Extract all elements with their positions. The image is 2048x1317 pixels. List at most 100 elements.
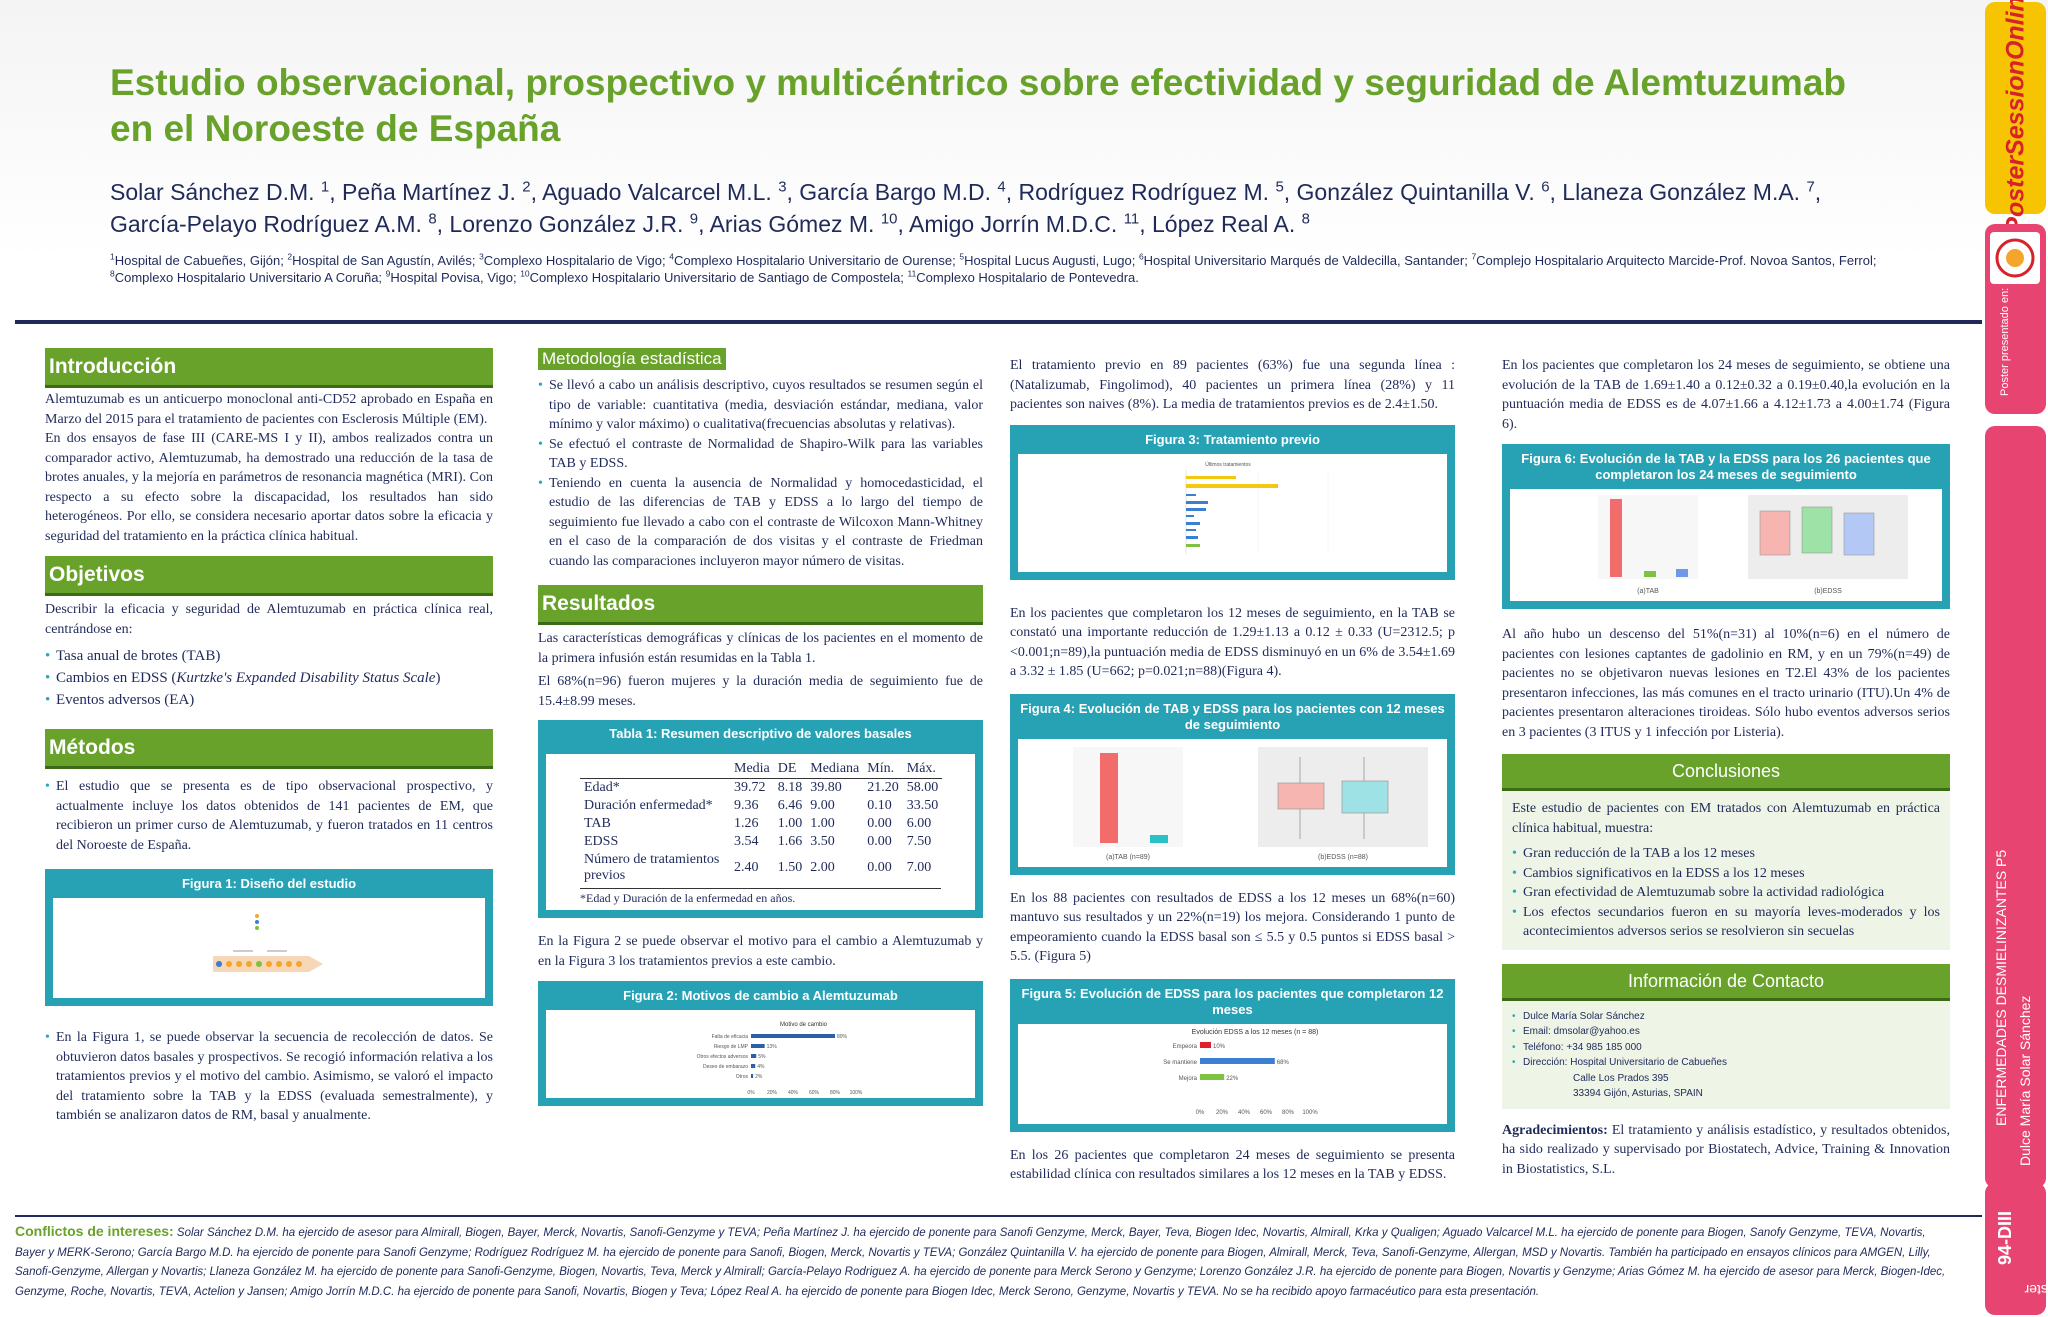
table-cell: 0.00 <box>867 860 892 875</box>
bar <box>1186 521 1200 525</box>
metodologia-list: Se llevó a cabo un análisis descriptivo,… <box>538 376 983 571</box>
table-1: Tabla 1: Resumen descriptivo de valores … <box>538 720 983 918</box>
figure-1: Figura 1: Diseño del estudio <box>45 869 493 1006</box>
author-name: García-Pelayo Rodríguez A.M. <box>110 211 429 237</box>
section-heading-conclusiones: Conclusiones <box>1502 754 1950 791</box>
tick-label: 0% <box>1196 1110 1205 1116</box>
table-1-body: Media DE Mediana Mín. Máx. Edad* 39.72 8.18 39.8… <box>546 754 975 910</box>
table-cell: 39.72 <box>734 780 766 795</box>
table-cell: 0.00 <box>867 834 892 849</box>
box-24m <box>1843 512 1875 556</box>
table-header-cell: Mín. <box>867 761 895 776</box>
box-baseline <box>1277 782 1325 809</box>
conflicts-of-interest: Conflictos de intereses: Solar Sánchez D… <box>15 1222 1950 1302</box>
table-cell: Número de tratamientos previos <box>584 852 720 883</box>
table-row: Número de tratamientos previos 2.40 1.50 2.… <box>580 851 942 885</box>
section-heading-resultados: Resultados <box>538 585 983 625</box>
box-12m <box>1801 506 1833 554</box>
list-item: Email: dmsolar@yahoo.es <box>1512 1024 1940 1040</box>
author-sup: 1 <box>320 178 330 196</box>
conclusiones-intro: Este estudio de pacientes con EM tratado… <box>1512 801 1940 836</box>
author-name: Lorenzo González J.R. <box>449 211 690 237</box>
list-item-text: Cambios en EDSS ( <box>56 670 177 686</box>
resultados-paragraph-3: En la Figura 2 se puede observar el moti… <box>538 934 983 969</box>
affiliation-sup: 8 <box>110 268 115 279</box>
column-4: En los pacientes que completaron los 24 … <box>1502 356 1950 1179</box>
list-item: Se llevó a cabo un análisis descriptivo,… <box>538 376 983 435</box>
bar-24m <box>1676 569 1688 577</box>
brand-text: Poster <box>2024 1282 2048 1298</box>
figure-1-body <box>53 898 485 998</box>
table-cell: 9.00 <box>810 798 835 813</box>
affiliation-sup: 2 <box>287 251 293 262</box>
affiliation-sup: 3 <box>479 251 484 262</box>
affiliation-sup: 11 <box>907 268 917 279</box>
fig3-chart-title: Últimos tratamientos <box>1205 461 1251 468</box>
list-item-italic: Kurtzke's Expanded Disability Status Sca… <box>176 670 436 686</box>
affiliation-text: Hospital de Cabueñes, Gijón; <box>114 253 288 268</box>
header-divider <box>15 320 1982 324</box>
table-cell: 2.40 <box>734 860 759 875</box>
table-header-cell: DE <box>777 761 797 776</box>
bar <box>1200 1041 1211 1048</box>
figure-5-body: Evolución EDSS a los 12 meses (n = 88) Em… <box>1018 1023 1447 1124</box>
poster-code: 94-DIII <box>1995 1210 2015 1265</box>
figure-2: Figura 2: Motivos de cambio a Alemtuzuma… <box>538 981 983 1106</box>
affiliation-text: Complexo Hospitalario Universitario de S… <box>529 270 908 285</box>
coi-label: Conflictos de intereses: <box>15 1223 174 1239</box>
author-sup: 10 <box>880 210 898 228</box>
poster-session-logo[interactable]: PosterSessionOnline <box>1985 0 2046 234</box>
section-heading-metodologia: Metodología estadística <box>538 348 726 370</box>
affiliation-sup: 7 <box>1471 251 1477 262</box>
author-sup: 11 <box>1123 210 1140 228</box>
column-2: Metodología estadística Se llevó a cabo … <box>538 348 983 1106</box>
table-cell: 6.46 <box>777 798 803 813</box>
table-cell: 1.00 <box>810 816 835 831</box>
figure-4-title: Figura 4: Evolución de TAB y EDSS para l… <box>1020 700 1445 732</box>
affiliation-text: Hospital Lucus Augusti, Lugo; <box>964 253 1139 268</box>
author-sup: 8 <box>428 210 437 228</box>
author-name: Amigo Jorrín M.D.C. <box>908 211 1124 237</box>
author-text: Dulce María Solar Sánchez <box>2017 995 2033 1166</box>
category-label: Riesgo de LMP <box>714 1044 749 1050</box>
table-cell: 7.50 <box>906 834 932 849</box>
fig4-caption-b: (b)EDSS (n=88) <box>1318 854 1368 861</box>
author-name: Peña Martínez J. <box>342 179 523 205</box>
conclusiones-list: Gran reducción de la TAB a los 12 mesesC… <box>1512 844 1940 942</box>
bar <box>1186 507 1206 511</box>
author-name: Llaneza González M.A. <box>1562 179 1807 205</box>
author-sup: 6 <box>1541 178 1550 196</box>
address-line: 33394 Gijón, Asturias, SPAIN <box>1573 1087 1703 1099</box>
table-cell: 1.00 <box>777 816 803 831</box>
table-cell: EDSS <box>584 834 619 849</box>
table-header-row: Media DE Mediana Mín. Máx. <box>580 760 943 779</box>
author-name: Solar Sánchez D.M. <box>110 179 321 205</box>
bar <box>1186 535 1198 539</box>
table-header-cell: Media <box>734 761 770 776</box>
author-sup: 2 <box>522 178 531 196</box>
bar <box>1186 500 1208 504</box>
figure-6: Figura 6: Evolución de la TAB y la EDSS … <box>1502 444 1950 609</box>
bar-baseline <box>1100 752 1118 843</box>
fig6-caption-b: (b)EDSS <box>1814 588 1842 595</box>
intro-paragraph-2: En dos ensayos de fase III (CARE-MS I y … <box>45 431 493 544</box>
logo-text: PosterSessionOnline <box>2001 0 2030 234</box>
list-item: Cambios en EDSS (Kurtzke's Expanded Disa… <box>45 667 493 689</box>
objetivos-list: Tasa anual de brotes (TAB) Cambios en ED… <box>45 645 493 711</box>
presented-at-text: Poster presentado en: <box>1999 287 2011 396</box>
address-line: Calle Los Prados 395 <box>1573 1072 1669 1084</box>
contacto-body: Dulce María Solar SánchezEmail: dmsolar@… <box>1502 1000 1950 1109</box>
fig4-caption-a: (a)TAB (n=89) <box>1106 854 1150 861</box>
table-cell: 3.50 <box>810 834 835 849</box>
affiliation-text: Complejo Hospitalario Arquitecto Marcide… <box>1476 253 1877 268</box>
bar <box>751 1064 756 1068</box>
col3-paragraph-4: En los 26 pacientes que completaron 24 m… <box>1010 1147 1455 1183</box>
table-cell: 0.00 <box>867 816 892 831</box>
author-sup: 4 <box>997 178 1006 196</box>
table-cell: 1.50 <box>777 860 803 875</box>
coi-text: Solar Sánchez D.M. ha ejercido de asesor… <box>15 1227 1946 1298</box>
affiliation-sup: 4 <box>669 251 674 262</box>
list-item: Se efectuó el contraste de Normalidad de… <box>538 435 983 474</box>
author-sup: 7 <box>1806 178 1815 196</box>
agradecimientos-label: Agradecimientos: <box>1502 1122 1608 1138</box>
